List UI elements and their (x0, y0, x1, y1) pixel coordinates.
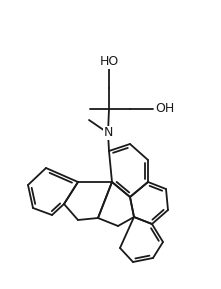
Text: HO: HO (99, 55, 119, 68)
Text: N: N (103, 127, 113, 140)
Text: OH: OH (155, 103, 174, 116)
